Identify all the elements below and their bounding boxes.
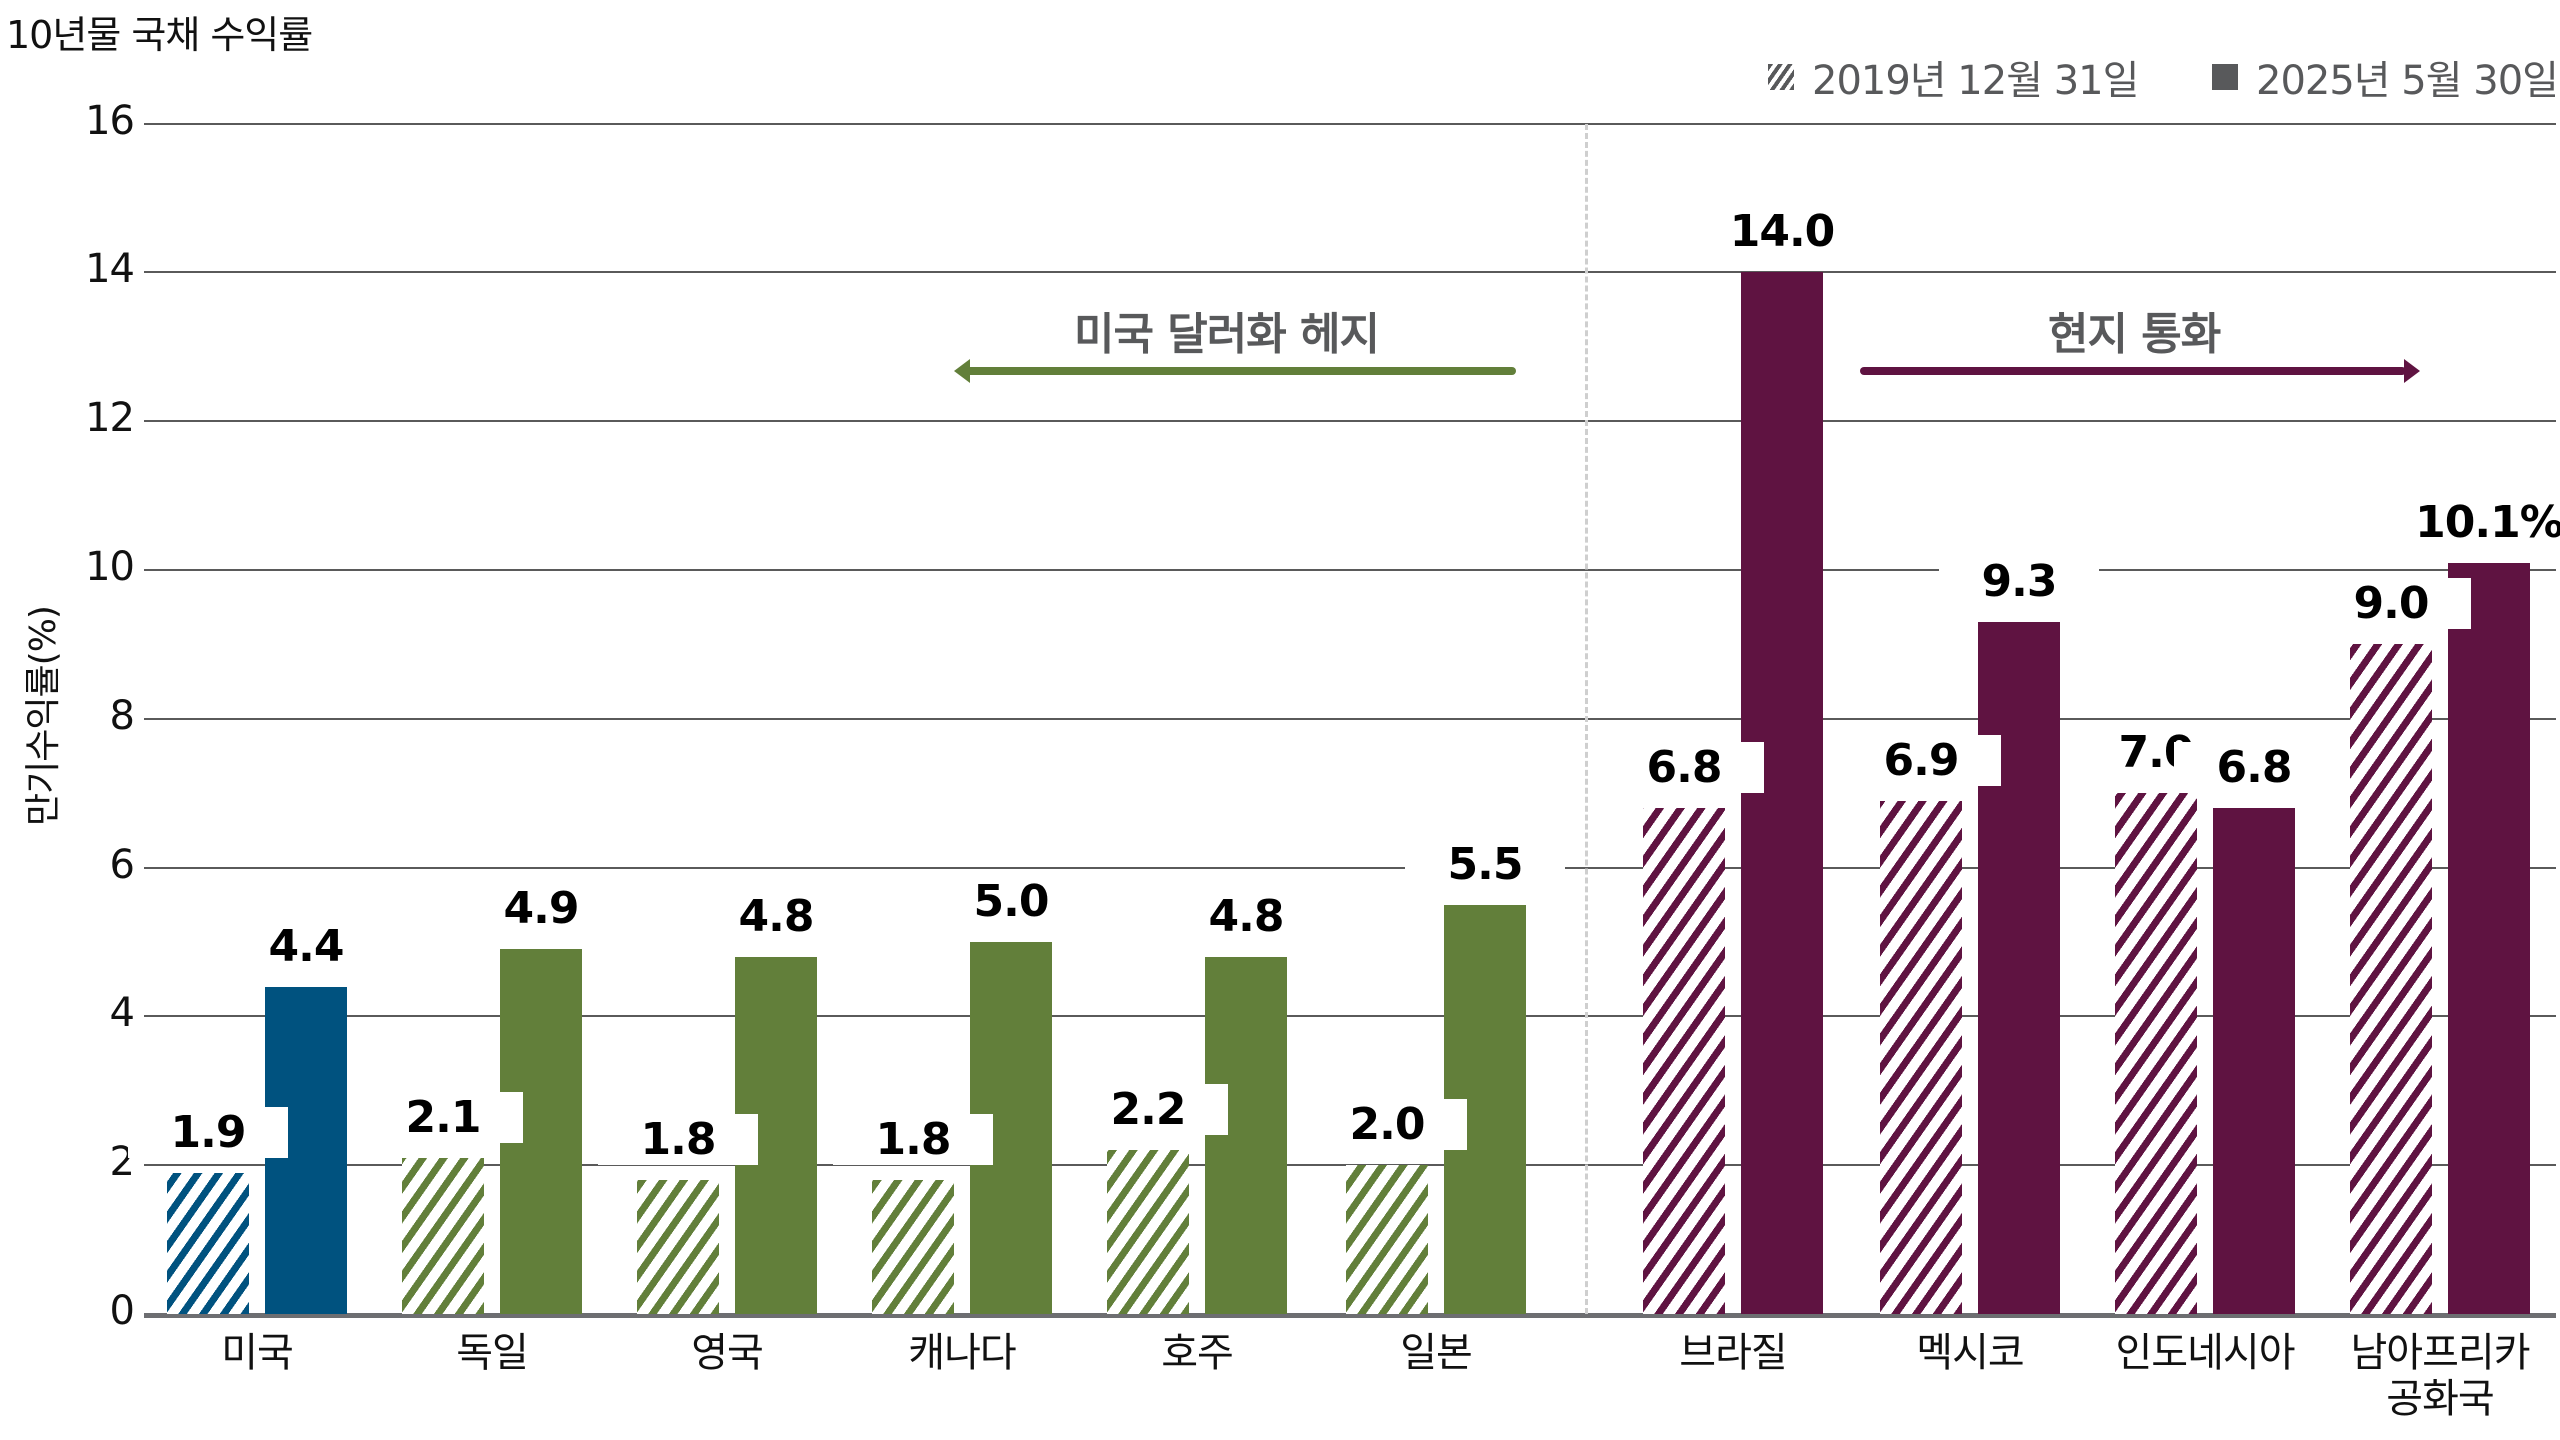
bar-2019	[1643, 808, 1725, 1314]
bar-2019	[872, 1180, 954, 1314]
bar-2019	[637, 1180, 719, 1314]
value-label-2025: 5.5	[1405, 838, 1565, 890]
value-label-2025: 9.3	[1939, 556, 2099, 608]
value-label-2025: 6.8	[2174, 742, 2334, 794]
category-label: 인도네시아	[2115, 1330, 2296, 1376]
annotation-local-currency: 현지 통화	[2048, 309, 2221, 360]
category-label: 남아프리카 공화국	[2350, 1330, 2531, 1422]
legend-item-2019: 2019년 12월 31일	[1768, 48, 2139, 106]
gridline	[144, 866, 2556, 869]
arrow-left-icon	[954, 359, 970, 383]
arrow-right-icon	[2404, 359, 2420, 383]
y-tick-label: 4	[109, 990, 135, 1037]
chart-title: 10년물 국채 수익률	[6, 13, 313, 57]
annotation-usd-hedged: 미국 달러화 헤지	[1074, 309, 1380, 360]
category-label: 독일	[456, 1330, 529, 1376]
category-label: 캐나다	[908, 1330, 1016, 1376]
arrow-left-line	[966, 367, 1516, 375]
category-label: 브라질	[1679, 1330, 1787, 1376]
value-label-2019: 2.1	[363, 1091, 523, 1143]
value-label-2019: 6.8	[1604, 742, 1764, 794]
y-tick-label: 0	[109, 1288, 135, 1334]
hatched-swatch-icon	[1768, 64, 1794, 90]
bar-2019	[1880, 800, 1962, 1314]
value-label-2025: 10.1%	[2409, 496, 2560, 548]
value-label-2019: 1.8	[833, 1114, 993, 1166]
bar-2019	[1107, 1150, 1189, 1314]
bar-2025	[1978, 622, 2060, 1314]
bar-2025	[2213, 808, 2295, 1314]
bar-2019	[2350, 644, 2432, 1314]
y-tick-label: 10	[85, 544, 135, 590]
value-label-2025: 4.9	[461, 883, 621, 935]
category-label: 일본	[1400, 1330, 1473, 1376]
category-label: 호주	[1161, 1330, 1234, 1376]
value-label-2019: 9.0	[2311, 578, 2471, 630]
y-tick-label: 12	[85, 395, 135, 442]
y-tick-label: 8	[109, 692, 135, 739]
value-label-2025: 14.0	[1702, 206, 1862, 258]
y-tick-label: 16	[85, 97, 135, 144]
value-label-2025: 4.8	[696, 890, 856, 942]
bar-2019	[2115, 793, 2197, 1314]
bar-2025	[1741, 272, 1823, 1314]
value-label-2025: 4.8	[1166, 890, 1326, 942]
y-tick-label: 14	[85, 246, 135, 293]
gridline	[144, 122, 2556, 125]
value-label-2019: 1.9	[128, 1106, 288, 1158]
gridline	[144, 271, 2556, 274]
legend-label-2025: 2025년 5월 30일	[2256, 58, 2559, 104]
value-label-2019: 6.9	[1841, 734, 2001, 786]
value-label-2019: 2.2	[1068, 1084, 1228, 1136]
bar-2025	[2448, 562, 2530, 1314]
bar-2019	[402, 1157, 484, 1314]
bar-2025	[1205, 956, 1287, 1314]
value-label-2025: 4.4	[226, 920, 386, 972]
gridline	[144, 420, 2556, 423]
gridline	[144, 569, 2556, 571]
y-tick-label: 2	[109, 1139, 135, 1186]
legend-item-2025: 2025년 5월 30일	[2212, 48, 2559, 106]
legend-label-2019: 2019년 12월 31일	[1812, 58, 2139, 104]
value-label-2025: 5.0	[931, 876, 1091, 927]
bar-2019	[1346, 1165, 1428, 1314]
gridline	[144, 1313, 2556, 1318]
category-label: 멕시코	[1916, 1330, 2024, 1376]
group-divider	[1585, 124, 1588, 1314]
arrow-right-line	[1860, 367, 2406, 375]
y-tick-label: 6	[109, 841, 135, 888]
value-label-2019: 2.0	[1307, 1099, 1467, 1151]
gridline	[144, 717, 2556, 720]
solid-swatch-icon	[2212, 64, 2238, 90]
category-label: 미국	[221, 1330, 294, 1376]
gridline	[144, 1015, 2556, 1018]
category-label: 영국	[691, 1330, 764, 1376]
bar-2019	[167, 1172, 249, 1314]
value-label-2019: 1.8	[598, 1114, 758, 1166]
